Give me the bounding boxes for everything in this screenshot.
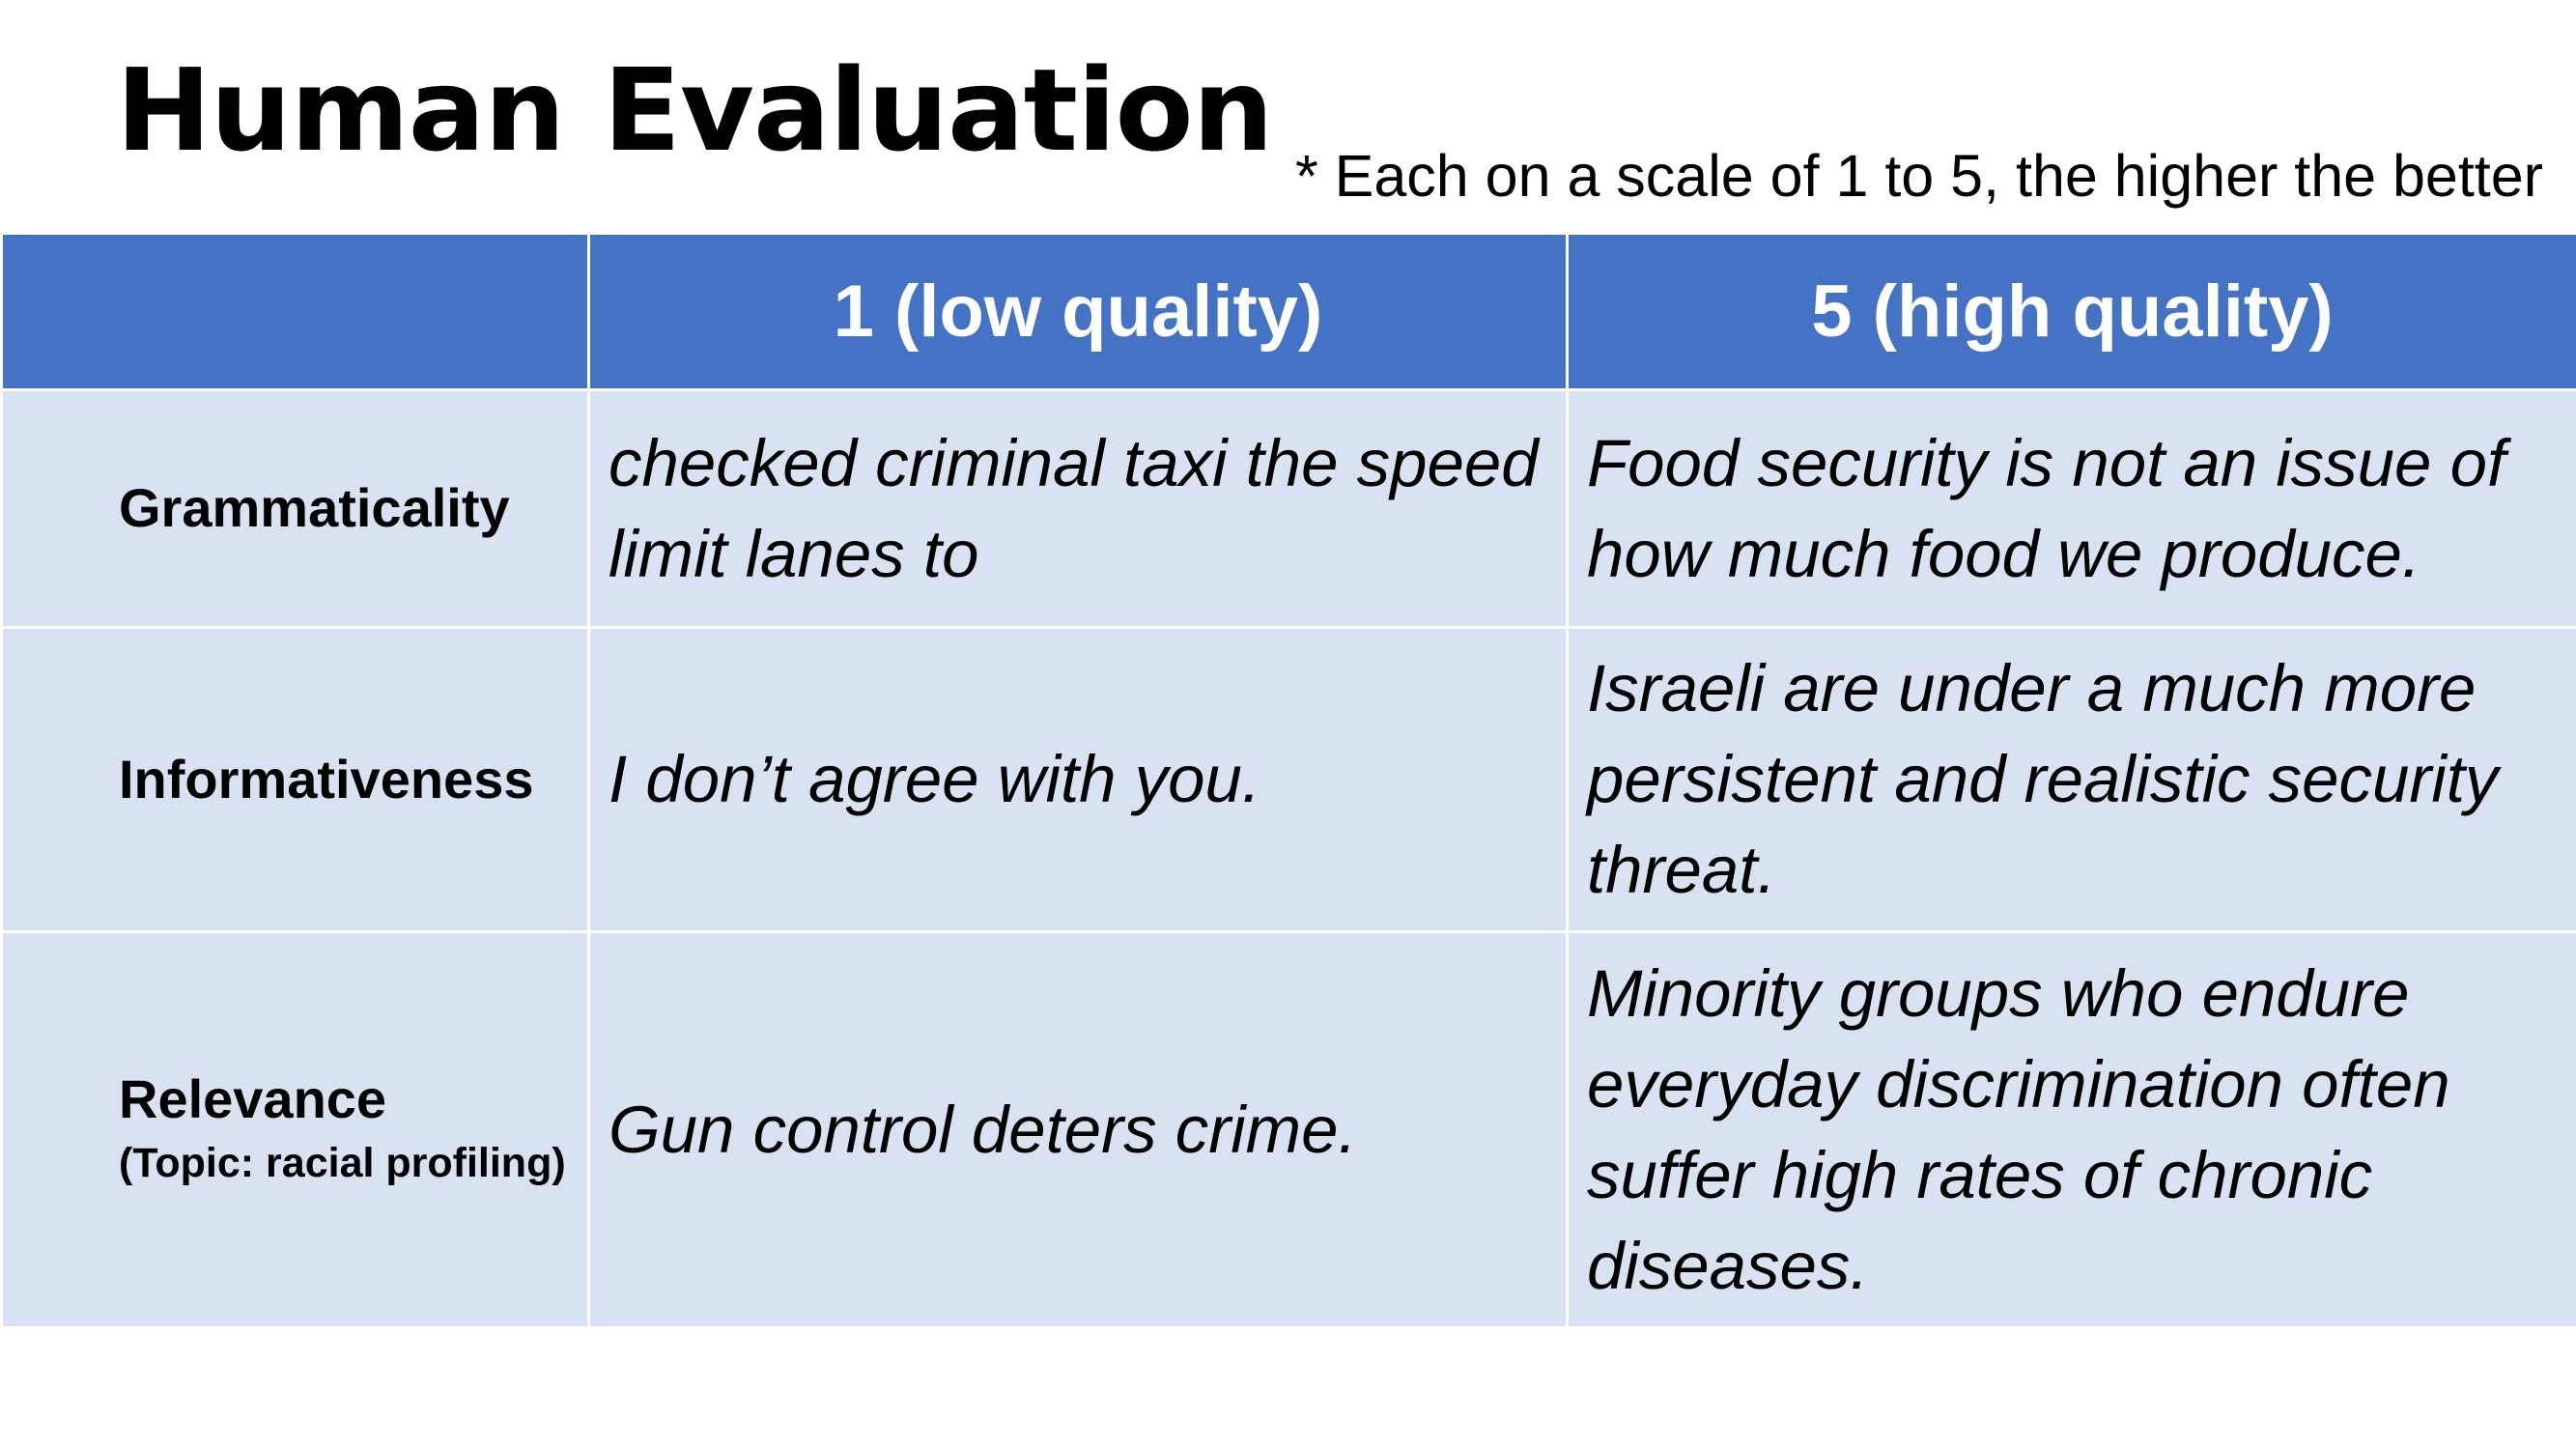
low-quality-example: I don’t agree with you. <box>587 626 1569 933</box>
table-row: Informativeness I don’t agree with you. … <box>0 626 2576 933</box>
slide-title: Human Evaluation <box>116 43 1274 177</box>
header-low-quality: 1 (low quality) <box>587 232 1569 391</box>
table-header-row: 1 (low quality) 5 (high quality) <box>0 232 2576 391</box>
criterion-label: Informativeness <box>119 748 534 810</box>
low-quality-example: checked criminal taxi the speed limit la… <box>587 388 1569 629</box>
high-quality-example: Minority groups who endure everyday disc… <box>1566 930 2576 1329</box>
scale-note: * Each on a scale of 1 to 5, the higher … <box>1294 143 2543 209</box>
evaluation-table: 1 (low quality) 5 (high quality) Grammat… <box>0 232 2576 1329</box>
row-header-cell: Relevance (Topic: racial profiling) <box>0 930 590 1329</box>
high-quality-example: Israeli are under a much more persistent… <box>1566 626 2576 933</box>
criterion-label: Relevance <box>119 1068 387 1130</box>
low-quality-example: Gun control deters crime. <box>587 930 1569 1329</box>
criterion-topic-note: (Topic: racial profiling) <box>119 1139 566 1186</box>
header-high-quality: 5 (high quality) <box>1566 232 2576 391</box>
table-row: Grammaticality checked criminal taxi the… <box>0 388 2576 629</box>
criterion-label: Grammaticality <box>119 477 510 539</box>
high-quality-example: Food security is not an issue of how muc… <box>1566 388 2576 629</box>
row-header-cell: Informativeness <box>0 626 590 933</box>
row-header-cell: Grammaticality <box>0 388 590 629</box>
header-corner-cell <box>0 232 590 391</box>
table-row: Relevance (Topic: racial profiling) Gun … <box>0 930 2576 1329</box>
